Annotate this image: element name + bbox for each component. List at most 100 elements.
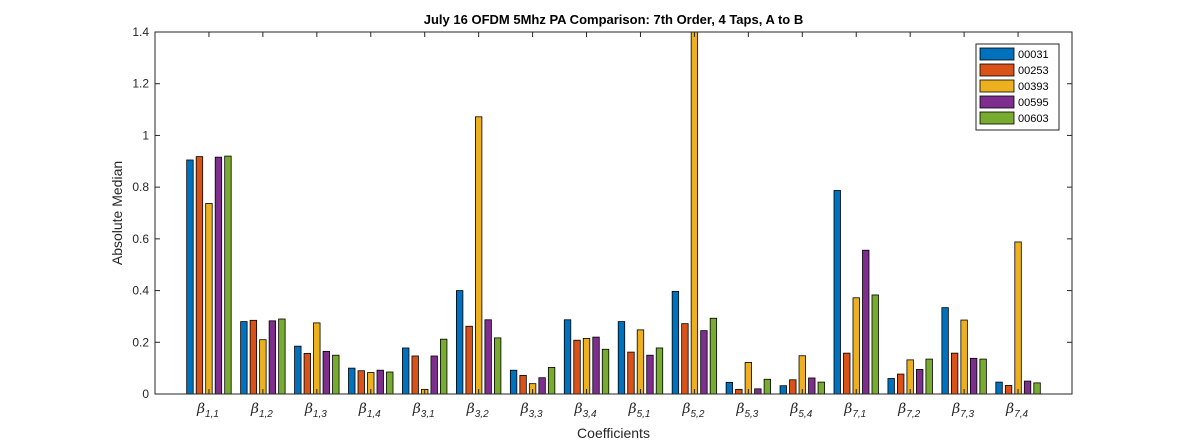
bar-00603-1-3 [332, 354, 340, 395]
bar-00031-1-4 [348, 367, 356, 395]
bar-00595-3-1 [430, 355, 438, 395]
bar-00031-7-3 [941, 307, 949, 395]
legend-entry: 00253 [1018, 65, 1049, 77]
bar-00031-3-1 [402, 347, 410, 395]
bar-00393-3-4 [582, 338, 591, 395]
bar-00031-3-3 [509, 369, 518, 395]
y-axis: 0 0.2 0.4 0.6 0.8 1 1.2 1.4 [132, 25, 1072, 401]
x-axis: β1,1 β1,2 β1,3 β1,4 β3,1 β3,2 β3,3 β3,4 β5,1 β5,2… [196, 32, 1028, 420]
y-tick-label: 1.2 [132, 77, 149, 91]
legend-swatch [979, 111, 1015, 125]
bar-00393-1-1 [205, 203, 213, 395]
bar-00253-5-2 [681, 323, 689, 395]
bar-00603-5-1 [655, 347, 664, 395]
bar-00603-5-2 [709, 317, 718, 395]
x-tick-label: β1,4 [358, 401, 381, 420]
x-tick-label: β3,1 [412, 401, 435, 420]
bar-00595-1-3 [322, 350, 330, 395]
y-tick-label: 0 [142, 387, 149, 401]
y-tick-label: 1 [142, 128, 149, 142]
bar-00595-5-4 [808, 377, 816, 395]
x-tick-label: β3,4 [574, 401, 597, 420]
bar-00253-1-3 [303, 352, 311, 395]
bar-00595-1-4 [376, 369, 384, 395]
bar-00603-5-3 [763, 378, 771, 395]
chart-title: July 16 OFDM 5Mhz PA Comparison: 7th Ord… [424, 12, 803, 27]
x-tick-label: β1,3 [304, 401, 327, 420]
legend-swatch [979, 47, 1015, 61]
bar-00603-3-4 [601, 348, 610, 395]
x-tick-label: β3,2 [466, 401, 489, 420]
bar-00031-7-2 [887, 378, 895, 395]
bar-00393-7-1 [852, 297, 860, 395]
legend-entry: 00031 [1018, 49, 1049, 61]
bar-00393-3-2 [474, 116, 483, 395]
y-tick-label: 0.2 [132, 335, 149, 349]
bar-00253-3-4 [573, 339, 581, 395]
x-tick-label: β5,3 [735, 401, 758, 420]
bar-00253-5-1 [627, 351, 635, 395]
bar-00253-5-4 [789, 379, 797, 395]
bar-00595-3-4 [592, 336, 600, 395]
y-tick-label: 0.6 [132, 232, 149, 246]
bar-00393-5-4 [798, 355, 806, 395]
bar-00031-1-2 [240, 321, 248, 395]
x-tick-label: β1,2 [250, 401, 273, 420]
bar-00031-1-1 [186, 159, 194, 395]
bar-00603-1-2 [278, 318, 286, 395]
bar-00393-5-2 [690, 31, 699, 395]
x-tick-label: β7,2 [897, 401, 920, 420]
y-tick-label: 0.8 [132, 180, 149, 194]
bar-00603-1-1 [224, 155, 232, 395]
bar-00595-5-1 [646, 354, 654, 395]
bar-00031-7-1 [833, 190, 841, 395]
bar-00595-3-2 [484, 319, 492, 395]
bar-00603-7-1 [871, 294, 879, 395]
bar-00253-1-4 [357, 370, 365, 395]
legend-entry: 00393 [1018, 81, 1049, 93]
bar-00393-1-3 [313, 322, 321, 395]
bar-00595-3-3 [538, 377, 546, 395]
x-tick-label: β7,4 [1005, 401, 1028, 420]
bar-00253-7-1 [843, 352, 851, 395]
bar-00031-7-4 [995, 381, 1003, 395]
bar-00603-7-2 [925, 358, 933, 395]
bar-00031-3-2 [455, 290, 464, 395]
bar-00031-5-2 [671, 290, 680, 395]
bar-00031-1-3 [294, 345, 302, 395]
legend: 00031 00253 00393 00595 00603 [975, 43, 1060, 131]
bar-00393-7-4 [1014, 241, 1022, 395]
bar-00031-5-4 [779, 385, 787, 395]
x-axis-label: Coefficients [577, 425, 650, 441]
bar-00253-5-3 [735, 388, 743, 395]
bar-00393-5-1 [636, 329, 645, 395]
bar-00603-3-2 [493, 337, 502, 395]
bar-00603-5-4 [817, 381, 825, 395]
x-tick-label: β5,1 [627, 401, 650, 420]
bar-00603-1-4 [386, 371, 394, 395]
legend-swatch [979, 79, 1015, 93]
y-axis-label: Absolute Median [109, 161, 125, 265]
bar-00031-3-4 [563, 319, 572, 395]
bar-00595-7-1 [862, 249, 870, 395]
legend-entry: 00595 [1018, 97, 1049, 109]
bar-00253-7-2 [897, 373, 905, 395]
bar-00253-1-2 [249, 319, 258, 395]
bar-00253-3-1 [411, 355, 419, 395]
x-tick-label: β5,4 [789, 401, 812, 420]
y-tick-label: 1.4 [132, 25, 149, 39]
x-tick-label: β7,3 [951, 401, 974, 420]
x-tick-label: β1,1 [196, 401, 219, 420]
bar-00595-5-2 [700, 330, 708, 395]
bar-00595-5-3 [754, 388, 762, 395]
bar-00031-5-3 [725, 381, 733, 395]
legend-swatch [979, 95, 1015, 109]
bar-00253-3-2 [465, 325, 473, 395]
x-tick-label: β7,1 [843, 401, 866, 420]
bar-00603-3-3 [547, 366, 556, 395]
bar-00595-7-2 [916, 369, 924, 395]
bar-00603-7-4 [1033, 382, 1041, 395]
bar-00603-7-3 [979, 358, 987, 395]
legend-swatch [979, 63, 1015, 77]
